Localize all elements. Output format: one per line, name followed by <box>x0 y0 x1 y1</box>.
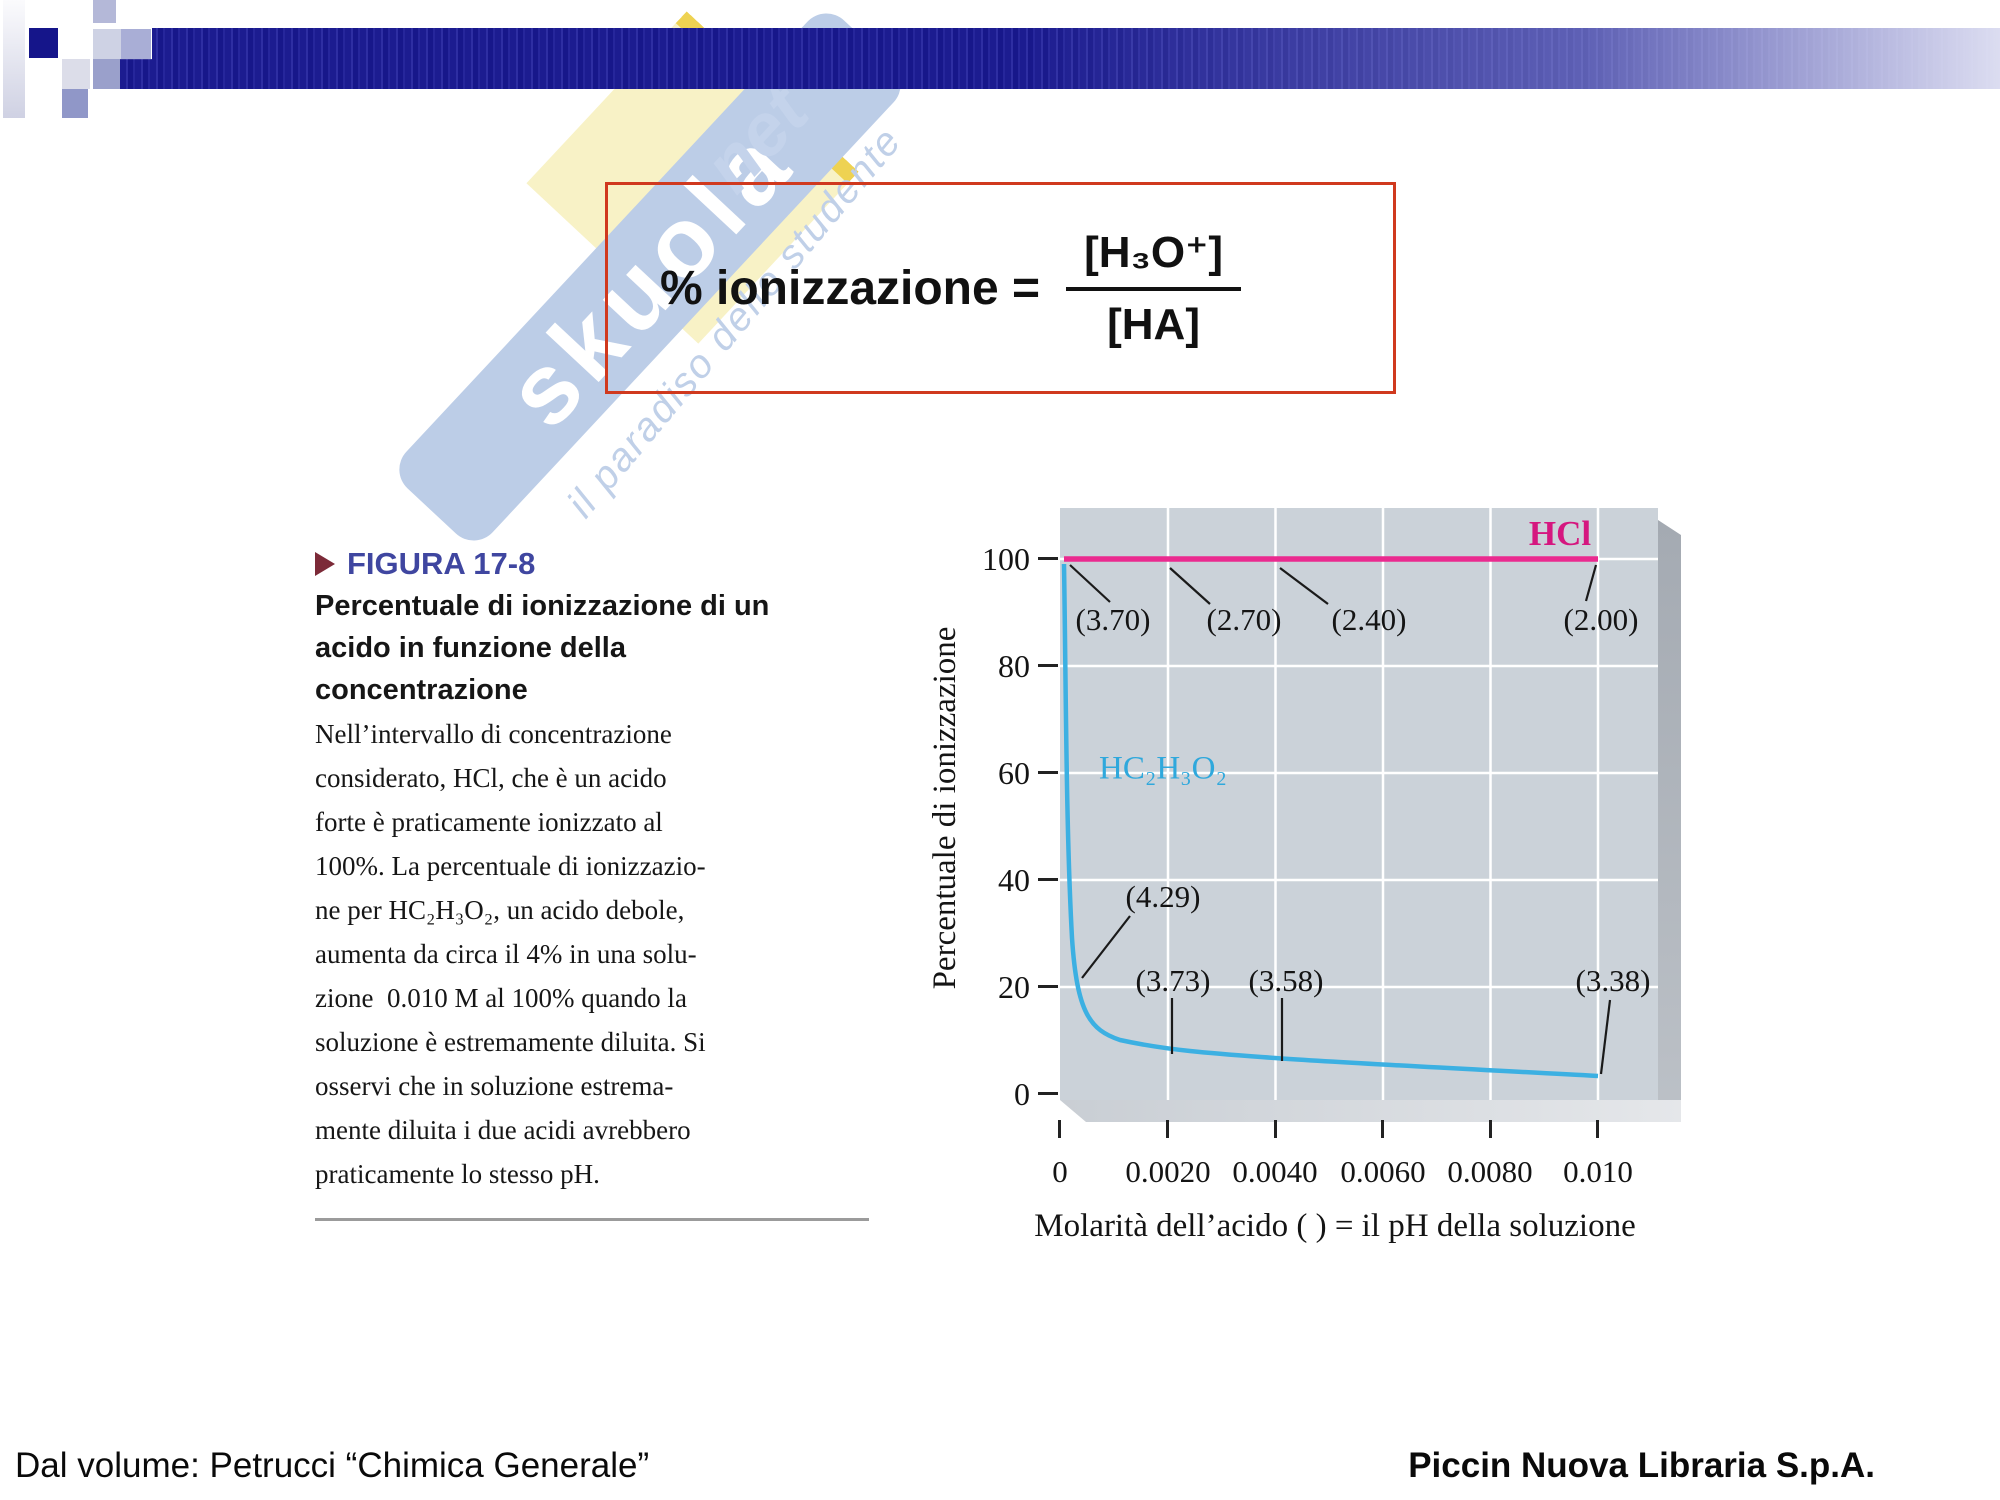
figure-title: Percentuale di ionizzazione di un acido … <box>315 585 775 711</box>
plot-canvas <box>1060 508 1658 1100</box>
x-tick <box>1166 1120 1169 1138</box>
decorative-square <box>93 29 121 59</box>
formula-lhs: % ionizzazione = <box>660 261 1041 315</box>
footer-publisher: Piccin Nuova Libraria S.p.A. <box>1408 1446 1875 1485</box>
formula-numerator: [H₃O⁺] <box>1084 227 1223 277</box>
decorative-square <box>62 59 90 89</box>
formula-denominator: [HA] <box>1107 299 1200 349</box>
figure-body-line: forte è praticamente ionizzato al <box>315 807 663 837</box>
figure-body-line: mente diluita i due acidi avrebbero <box>315 1115 691 1145</box>
y-tick-label: 20 <box>998 969 1030 1005</box>
figure-label-text: FIGURA 17-8 <box>347 546 536 581</box>
figure-body-line: aumenta da circa il 4% in una solu- <box>315 939 697 969</box>
acetic-series-curve <box>1061 563 1599 1079</box>
ph-annotation: (2.00) <box>1563 602 1639 637</box>
ph-annotation: (3.73) <box>1135 963 1211 998</box>
ph-annotation: (2.70) <box>1206 602 1282 637</box>
y-tick-label: 60 <box>998 755 1030 791</box>
figure-body-line: praticamente lo stesso pH. <box>315 1159 600 1189</box>
hcl-series-label: HCl <box>1528 514 1592 553</box>
ph-annotation: (4.29) <box>1125 879 1201 914</box>
y-tick-label: 0 <box>1014 1076 1030 1112</box>
decorative-bar <box>3 0 25 118</box>
x-tick <box>1596 1120 1599 1138</box>
figure-body-line: considerato, HCl, che è un acido <box>315 763 667 793</box>
ph-annotation: (3.38) <box>1575 963 1651 998</box>
x-tick-label: 0 <box>1052 1154 1068 1189</box>
chart-shadow-right <box>1658 520 1681 1122</box>
x-tick <box>1381 1120 1384 1138</box>
figure-title-line: acido in funzione della <box>315 632 626 664</box>
footer-source: Dal volume: Petrucci “Chimica Generale” <box>15 1446 650 1485</box>
header-banner <box>120 28 2000 89</box>
figure-body-line: osservi che in soluzione estrema- <box>315 1071 674 1101</box>
figure-body-line: 100%. La percentuale di ionizzazio- <box>315 851 706 881</box>
x-tick-label: 0.0020 <box>1125 1154 1211 1189</box>
ionization-chart: Percentuale di ionizzazione 100 80 60 40… <box>900 480 1710 1270</box>
plot-area: HCl HC₂H₃O₂ (3.70) (2.70) (2.40) (2.00) … <box>1060 508 1658 1100</box>
x-tick <box>1274 1120 1277 1138</box>
x-tick-label: 0.010 <box>1563 1154 1633 1189</box>
y-tick-label: 80 <box>998 648 1030 684</box>
ph-annotation: (3.70) <box>1075 602 1151 637</box>
figure-title-line: concentrazione <box>315 674 528 706</box>
y-tick <box>1038 771 1058 774</box>
ph-annotation: (2.40) <box>1331 602 1407 637</box>
figure-divider <box>315 1218 869 1221</box>
x-tick <box>1489 1120 1492 1138</box>
x-tick-label: 0.0080 <box>1447 1154 1533 1189</box>
figure-label: FIGURA 17-8 <box>315 546 535 582</box>
decorative-square <box>29 28 58 58</box>
figure-title-line: Percentuale di ionizzazione di un <box>315 590 770 622</box>
figure-body: Nell’intervallo di concentrazione consid… <box>315 712 785 1196</box>
y-tick-label: 100 <box>982 541 1030 577</box>
decorative-square <box>93 0 116 23</box>
figure-body-line: ne per HC₂H₃O₂, un acido debole, <box>315 895 685 925</box>
formula-box: % ionizzazione = [H₃O⁺] [HA] <box>605 182 1396 394</box>
y-tick <box>1038 664 1058 667</box>
decorative-square <box>93 59 120 89</box>
x-tick <box>1058 1120 1061 1138</box>
acetic-series-label: HC₂H₃O₂ <box>1098 750 1228 787</box>
formula-fraction: [H₃O⁺] [HA] <box>1066 227 1242 350</box>
y-tick <box>1038 985 1058 988</box>
figure-body-line: soluzione è estremamente diluita. Si <box>315 1027 706 1057</box>
x-tick-label: 0.0040 <box>1232 1154 1318 1189</box>
y-tick <box>1038 1092 1058 1095</box>
y-tick-label: 40 <box>998 862 1030 898</box>
figure-triangle-icon <box>315 552 335 576</box>
x-axis-title: Molarità dell’acido ( ) = il pH della so… <box>1034 1208 1636 1244</box>
decorative-square <box>62 89 88 118</box>
y-tick <box>1038 557 1058 560</box>
figure-body-line: zione 0.010 M al 100% quando la <box>315 983 687 1013</box>
figure-body-line: Nell’intervallo di concentrazione <box>315 719 672 749</box>
x-tick-label: 0.0060 <box>1340 1154 1426 1189</box>
fraction-bar <box>1066 286 1242 291</box>
y-tick <box>1038 878 1058 881</box>
chart-shadow-bottom <box>1060 1100 1681 1122</box>
decorative-square <box>121 29 151 59</box>
ph-annotation: (3.58) <box>1248 963 1324 998</box>
